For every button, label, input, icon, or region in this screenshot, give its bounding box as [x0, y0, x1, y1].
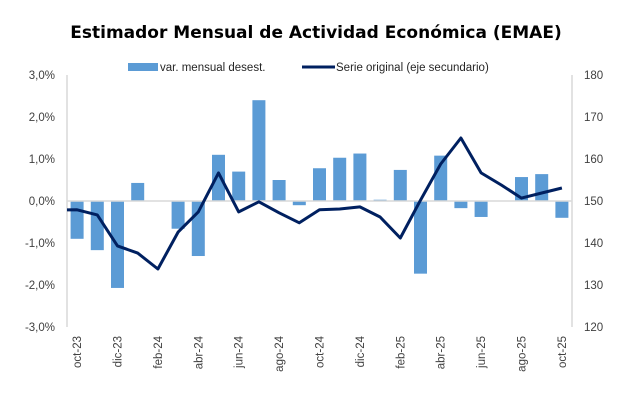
- y-tick-label: 0,0%: [29, 196, 55, 208]
- x-tick-label: ago-25: [517, 336, 529, 372]
- legend-label-bar: var. mensual desest.: [160, 62, 265, 74]
- x-tick-label: dic-23: [113, 336, 125, 367]
- bar-jul-24: [252, 100, 266, 201]
- x-tick-label: oct-23: [72, 336, 84, 368]
- bar-nov-24: [333, 157, 347, 201]
- x-tick-label: oct-25: [557, 336, 569, 368]
- bar-ago-24: [272, 180, 286, 201]
- bar-feb-25: [393, 169, 407, 201]
- bar-may-24: [212, 154, 225, 201]
- bar-sep-25: [535, 174, 549, 201]
- y2-tick-label: 180: [584, 70, 603, 82]
- bar-oct-23: [70, 201, 84, 239]
- bar-oct-25: [555, 201, 569, 218]
- bar-jun-24: [232, 171, 246, 201]
- x-tick-label: feb-24: [153, 335, 165, 368]
- x-tick-label: abr-24: [193, 335, 205, 369]
- y-tick-label: 2,0%: [29, 112, 55, 124]
- y2-tick-label: 130: [584, 280, 603, 292]
- y2-tick-label: 120: [584, 322, 603, 334]
- y-axis-right: 180 170 160 150 140 130 120: [571, 70, 603, 334]
- line-serie-original: [66, 136, 563, 271]
- x-tick-label: dic-24: [355, 335, 367, 367]
- bar-jun-25: [474, 201, 488, 217]
- bar-nov-23: [90, 201, 104, 251]
- bar-mar-25: [414, 201, 427, 274]
- chart-title: Estimador Mensual de Actividad Económica…: [70, 23, 561, 43]
- x-tick-label: jun-24: [234, 335, 246, 369]
- legend: var. mensual desest. Serie original (eje…: [128, 62, 489, 74]
- y-tick-label: -3,0%: [25, 322, 55, 334]
- y2-tick-label: 160: [584, 154, 603, 166]
- bar-ene-24: [131, 182, 145, 201]
- bar-may-25: [454, 201, 468, 209]
- y-tick-label: 3,0%: [29, 70, 55, 82]
- y2-tick-label: 140: [584, 238, 603, 250]
- y-tick-label: -2,0%: [25, 280, 55, 292]
- x-tick-label: jun-25: [476, 336, 488, 369]
- y2-tick-label: 170: [584, 112, 603, 124]
- y-tick-label: 1,0%: [29, 154, 55, 166]
- bar-dic-24: [353, 153, 367, 201]
- bar-oct-24: [313, 168, 326, 201]
- x-axis: oct-23 dic-23 feb-24 abr-24 jun-24 ago-24 oct-…: [72, 335, 569, 371]
- legend-label-line: Serie original (eje secundario): [336, 62, 489, 74]
- line-series: [66, 136, 563, 271]
- y-axis-left: 3,0% 2,0% 1,0% 0,0% -1,0% -2,0% -3,0%: [25, 70, 68, 334]
- x-tick-label: ago-24: [274, 335, 286, 371]
- y-tick-label: -1,0%: [25, 238, 55, 250]
- x-tick-label: oct-24: [315, 335, 327, 368]
- bar-sep-24: [292, 201, 306, 206]
- x-tick-label: feb-25: [395, 336, 407, 369]
- y2-tick-label: 150: [584, 196, 603, 208]
- bar-mar-24: [171, 201, 185, 229]
- legend-swatch-bar: [128, 63, 158, 71]
- x-tick-label: abr-25: [436, 336, 448, 369]
